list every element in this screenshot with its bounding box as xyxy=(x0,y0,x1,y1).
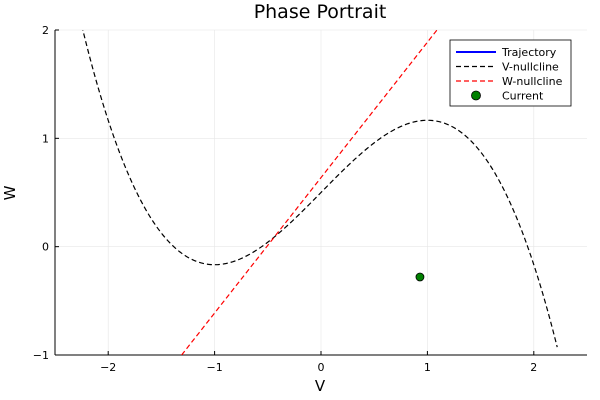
x-tick-label: 2 xyxy=(530,361,537,374)
w-nullcline-line xyxy=(181,30,438,355)
y-tick-label: −1 xyxy=(33,349,49,362)
y-tick-label: 0 xyxy=(42,241,49,254)
series-clip-group xyxy=(82,30,558,355)
x-tick-label: −1 xyxy=(206,361,222,374)
x-axis-label: V xyxy=(315,377,326,395)
v-nullcline-line xyxy=(82,30,558,348)
y-axis-label: W xyxy=(1,185,19,200)
x-tick-label: 0 xyxy=(318,361,325,374)
legend-swatch-current xyxy=(471,90,481,101)
current-point xyxy=(415,272,425,282)
y-tick-label: 1 xyxy=(42,132,49,145)
y-tick-label: 2 xyxy=(42,24,49,37)
axes xyxy=(54,29,587,356)
series-layer xyxy=(82,30,558,355)
legend-label-v-nullcline: V-nullcline xyxy=(502,61,559,74)
chart-title: Phase Portrait xyxy=(254,1,387,23)
x-tick-label: 1 xyxy=(424,361,431,374)
x-tick-label: −2 xyxy=(100,361,116,374)
legend-label-w-nullcline: W-nullcline xyxy=(502,75,563,88)
legend-label-trajectory: Trajectory xyxy=(501,46,557,59)
tick-labels: −2 −1 0 1 2 −1 0 1 2 xyxy=(33,24,538,374)
legend-label-current: Current xyxy=(502,90,544,103)
